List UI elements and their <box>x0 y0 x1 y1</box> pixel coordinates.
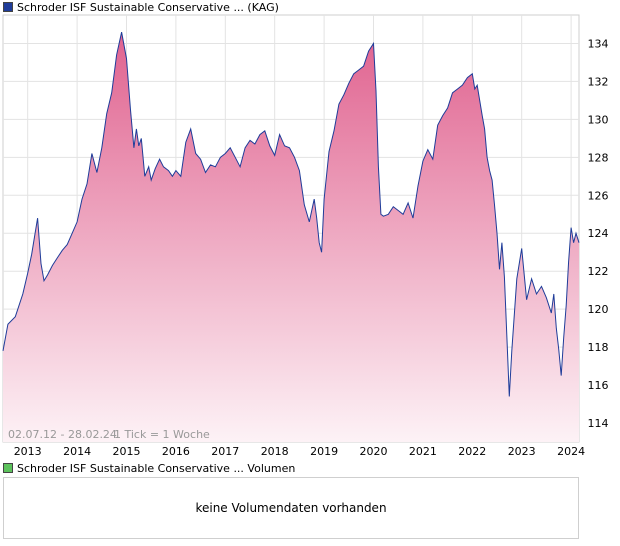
x-tick-label: 2013 <box>14 445 42 458</box>
y-tick-label: 120 <box>588 303 609 316</box>
x-tick-label: 2017 <box>211 445 239 458</box>
y-tick-label: 124 <box>588 227 609 240</box>
x-tick-label: 2021 <box>409 445 437 458</box>
x-tick-label: 2022 <box>458 445 486 458</box>
x-tick-label: 2019 <box>310 445 338 458</box>
x-axis-labels: 2013 2014 2015 2016 2017 2018 2019 2020 2021 2022… <box>14 445 585 458</box>
x-tick-label: 2024 <box>557 445 585 458</box>
x-tick-label: 2014 <box>63 445 91 458</box>
x-tick-label: 2018 <box>261 445 289 458</box>
y-tick-label: 126 <box>588 189 609 202</box>
volume-series-swatch-icon <box>3 463 13 473</box>
y-tick-label: 130 <box>588 113 609 126</box>
y-axis-labels: 114 116 118 120 122 124 126 128 130 132 134 <box>588 37 609 430</box>
x-tick-label: 2015 <box>112 445 140 458</box>
price-area-fill <box>3 32 579 442</box>
price-series-swatch-icon <box>3 2 13 12</box>
x-tick-label: 2023 <box>508 445 536 458</box>
price-legend: Schroder ISF Sustainable Conservative ..… <box>3 0 279 14</box>
volume-legend: Schroder ISF Sustainable Conservative ..… <box>3 461 295 475</box>
tick-info-label: 1 Tick = 1 Woche <box>114 428 210 441</box>
price-legend-label: Schroder ISF Sustainable Conservative ..… <box>17 0 279 14</box>
no-volume-message: keine Volumendaten vorhanden <box>195 501 387 515</box>
volume-legend-label: Schroder ISF Sustainable Conservative ..… <box>17 461 296 475</box>
x-tick-label: 2020 <box>359 445 387 458</box>
y-tick-label: 122 <box>588 265 609 278</box>
x-tick-label: 2016 <box>162 445 190 458</box>
y-tick-label: 128 <box>588 151 609 164</box>
y-tick-label: 116 <box>588 379 609 392</box>
date-range-label: 02.07.12 - 28.02.24 <box>8 428 117 441</box>
volume-panel: keine Volumendaten vorhanden <box>3 477 579 539</box>
y-tick-label: 114 <box>588 417 609 430</box>
price-line <box>2 31 580 397</box>
y-tick-label: 132 <box>588 75 609 88</box>
y-tick-label: 134 <box>588 37 609 50</box>
y-tick-label: 118 <box>588 341 609 354</box>
